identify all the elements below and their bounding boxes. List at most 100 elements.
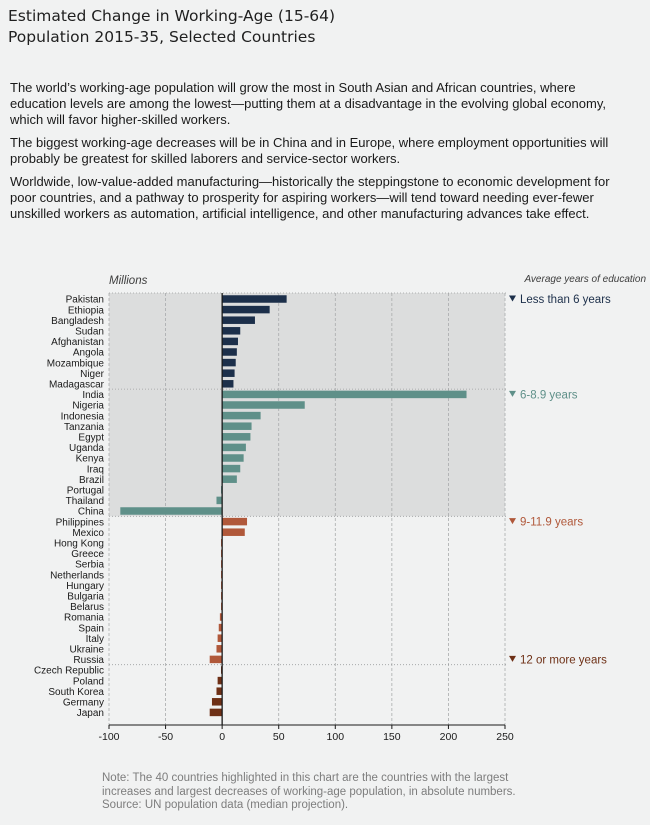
category-label: Pakistan <box>66 295 104 306</box>
x-tick-label: 100 <box>327 731 345 743</box>
category-label: Kenya <box>76 454 105 465</box>
bar <box>222 369 235 377</box>
bar <box>222 390 467 399</box>
category-label: Portugal <box>67 486 104 497</box>
category-label: Sudan <box>75 327 104 338</box>
bar <box>209 655 223 664</box>
bar <box>222 358 236 367</box>
category-label: Bangladesh <box>51 316 104 327</box>
x-tick-label: 0 <box>219 731 225 743</box>
x-tick-label: 50 <box>273 731 285 743</box>
category-label: Germany <box>63 698 104 709</box>
bar <box>222 517 248 526</box>
chart-title: Estimated Change in Working-Age (15-64) … <box>8 6 628 48</box>
chart-note: Note: The 40 countries highlighted in th… <box>102 772 562 813</box>
bar <box>216 687 223 695</box>
bar <box>222 401 305 409</box>
intro-paragraph-1: The world’s working-age population will … <box>10 80 606 127</box>
category-label: Nigeria <box>72 401 104 412</box>
category-label: Hungary <box>66 581 104 592</box>
x-tick-label: 150 <box>383 731 401 743</box>
bar <box>222 475 237 483</box>
bar <box>222 316 255 324</box>
bar <box>222 433 251 441</box>
category-label: Bulgaria <box>67 592 104 603</box>
bar <box>222 411 261 420</box>
category-label: Italy <box>86 634 104 645</box>
category-label: Angola <box>73 348 105 359</box>
category-label: Niger <box>80 369 105 380</box>
legend-marker-triangle <box>509 655 516 662</box>
bar <box>222 380 234 388</box>
group-background <box>109 389 505 517</box>
category-label: Romania <box>64 613 104 624</box>
category-label: Iraq <box>87 464 104 475</box>
bar <box>222 305 270 314</box>
bar <box>222 295 287 303</box>
x-tick-label: 200 <box>440 731 458 743</box>
bar <box>222 337 238 346</box>
legend-label: 12 or more years <box>520 654 607 666</box>
category-label: Egypt <box>78 433 104 444</box>
category-label: Poland <box>73 676 104 687</box>
category-label: China <box>78 507 105 518</box>
category-label: Serbia <box>75 560 104 571</box>
bar <box>120 507 223 515</box>
legend-title: Average years of education <box>523 274 646 285</box>
note-line-3: Source: UN population data (median proje… <box>102 799 349 811</box>
category-label: South Korea <box>48 687 104 698</box>
category-label: Czech Republic <box>34 666 104 677</box>
legend-marker-triangle <box>509 390 516 397</box>
bar <box>222 443 246 452</box>
x-tick-label: 250 <box>496 731 514 743</box>
category-label: Netherlands <box>50 570 104 581</box>
note-line-2: increases and largest decreases of worki… <box>102 785 516 798</box>
legend-label: 6-8.9 years <box>520 389 578 401</box>
category-label: Tanzania <box>64 422 104 433</box>
legend-marker-triangle <box>509 295 516 302</box>
category-label: Hong Kong <box>54 539 104 550</box>
chart-title-line-2: Population 2015-35, Selected Countries <box>8 28 316 46</box>
group-background <box>109 293 505 390</box>
category-label: Spain <box>78 623 104 634</box>
category-label: Uganda <box>69 443 104 454</box>
bar <box>222 528 245 536</box>
category-label: Ethiopia <box>68 305 105 316</box>
intro-text: The world’s working-age population will … <box>10 80 610 229</box>
intro-paragraph-2: The biggest working-age decreases will b… <box>10 135 609 166</box>
category-label: Russia <box>73 655 104 666</box>
bar <box>222 422 252 430</box>
bar <box>222 327 241 335</box>
chart-title-line-1: Estimated Change in Working-Age (15-64) <box>8 7 336 25</box>
bar <box>216 496 223 505</box>
category-label: Madagascar <box>49 380 105 391</box>
category-label: Thailand <box>66 496 104 507</box>
bar <box>217 634 223 642</box>
bar <box>222 348 237 356</box>
category-label: Indonesia <box>61 411 105 422</box>
legend-label: Less than 6 years <box>520 294 611 306</box>
bar <box>218 623 223 632</box>
bar <box>222 464 241 473</box>
note-line-1: Note: The 40 countries highlighted in th… <box>102 772 509 784</box>
bar <box>211 698 223 706</box>
category-label: Ukraine <box>70 645 105 656</box>
category-label: Philippines <box>56 517 104 528</box>
category-label: Afghanistan <box>51 337 104 348</box>
bar <box>222 454 244 462</box>
legend-label: 9-11.9 years <box>520 517 583 529</box>
intro-paragraph-3: Worldwide, low-value-added manufacturing… <box>10 174 610 221</box>
bar <box>209 708 223 717</box>
category-label: Mexico <box>72 528 104 539</box>
category-label: Japan <box>77 708 104 719</box>
category-label: India <box>82 390 104 401</box>
category-label: Greece <box>71 549 104 560</box>
x-tick-label: -100 <box>98 731 119 743</box>
bar <box>219 613 223 621</box>
category-label: Belarus <box>70 602 104 613</box>
category-label: Brazil <box>79 475 104 486</box>
legend-marker-triangle <box>509 518 516 525</box>
unit-label: Millions <box>109 275 148 287</box>
bar <box>217 676 223 685</box>
